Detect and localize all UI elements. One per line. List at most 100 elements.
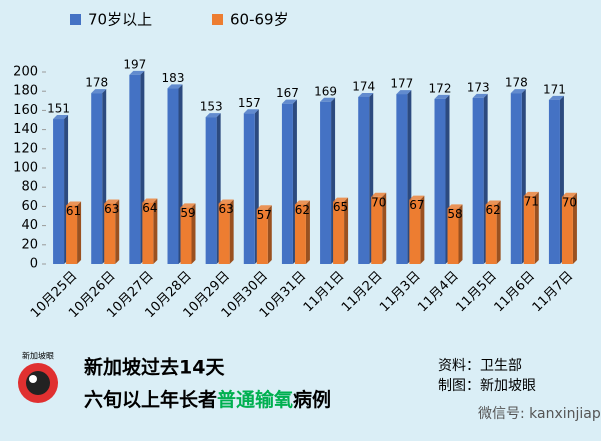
bar bbox=[409, 199, 421, 264]
legend-label: 60-69岁 bbox=[230, 11, 289, 29]
logo-eye bbox=[26, 371, 50, 395]
bar bbox=[472, 97, 484, 264]
bar bbox=[243, 113, 255, 264]
bar-side bbox=[305, 200, 310, 264]
value-label: 64 bbox=[142, 201, 157, 215]
bar-top bbox=[409, 195, 425, 200]
bar-top bbox=[472, 93, 488, 98]
bar-side bbox=[572, 192, 577, 264]
bar-top bbox=[281, 99, 297, 104]
wechat: 微信号: kanxinjiapo bbox=[478, 406, 601, 422]
value-label: 57 bbox=[257, 208, 272, 222]
bar-top bbox=[561, 192, 577, 197]
source: 资料：卫生部 bbox=[438, 358, 522, 374]
footer-title-b: 病例 bbox=[293, 388, 331, 411]
bar bbox=[180, 207, 192, 264]
bar-top bbox=[129, 70, 145, 75]
bar-top bbox=[91, 89, 107, 94]
value-label: 171 bbox=[543, 82, 566, 96]
bar bbox=[104, 203, 116, 264]
bar bbox=[167, 88, 179, 264]
bar-side bbox=[534, 191, 539, 264]
value-label: 59 bbox=[180, 206, 195, 220]
bar-top bbox=[485, 200, 501, 205]
bar-top bbox=[104, 199, 120, 204]
y-tick-label: 0 bbox=[30, 257, 38, 272]
bar bbox=[561, 196, 573, 264]
bar-side bbox=[496, 200, 501, 264]
bar bbox=[358, 96, 370, 265]
bar-side bbox=[382, 192, 387, 264]
bar bbox=[447, 208, 459, 264]
bar-top bbox=[243, 109, 259, 114]
bar bbox=[256, 209, 268, 264]
y-tick-label: 200 bbox=[13, 65, 38, 80]
bar-top bbox=[396, 90, 412, 95]
bar-top bbox=[434, 94, 450, 99]
y-tick-label: 120 bbox=[13, 141, 38, 156]
value-label: 157 bbox=[238, 96, 261, 110]
bar-top bbox=[66, 201, 82, 206]
value-label: 167 bbox=[276, 86, 299, 100]
bar bbox=[396, 94, 408, 264]
value-label: 178 bbox=[85, 76, 108, 90]
bar-top bbox=[371, 192, 387, 197]
footer-title: 六旬以上年长者普通输氧病例 bbox=[84, 388, 331, 411]
bar-top bbox=[142, 198, 158, 203]
bar-top bbox=[218, 199, 234, 204]
bar-side bbox=[153, 198, 158, 264]
value-label: 172 bbox=[429, 81, 452, 95]
bar bbox=[294, 204, 306, 264]
bar-side bbox=[191, 203, 196, 264]
value-label: 63 bbox=[219, 202, 234, 216]
bar bbox=[434, 98, 446, 264]
bar bbox=[53, 119, 65, 264]
bar-side bbox=[458, 204, 463, 264]
value-label: 178 bbox=[505, 76, 528, 90]
y-tick-label: 140 bbox=[13, 122, 38, 137]
bar bbox=[91, 93, 103, 265]
value-label: 177 bbox=[390, 77, 413, 91]
logo-glint bbox=[29, 375, 37, 383]
value-label: 67 bbox=[409, 198, 424, 212]
footer-title-a: 六旬以上年长者 bbox=[84, 388, 217, 411]
value-label: 62 bbox=[486, 203, 501, 217]
y-tick-label: 80 bbox=[21, 180, 38, 195]
y-tick-label: 40 bbox=[21, 218, 38, 233]
value-label: 65 bbox=[333, 200, 348, 214]
bar bbox=[510, 93, 522, 265]
bar bbox=[523, 195, 535, 264]
bar-top bbox=[205, 113, 221, 118]
y-tick-label: 160 bbox=[13, 103, 38, 118]
value-label: 151 bbox=[47, 102, 70, 116]
value-label: 197 bbox=[123, 57, 146, 71]
bar-side bbox=[77, 201, 82, 264]
bar bbox=[129, 74, 141, 264]
credit: 制图：新加坡眼 bbox=[438, 378, 536, 394]
value-label: 183 bbox=[162, 71, 185, 85]
y-tick-label: 60 bbox=[21, 199, 38, 214]
bar bbox=[218, 203, 230, 264]
value-label: 71 bbox=[524, 194, 539, 208]
bar-top bbox=[167, 84, 183, 89]
bar-side bbox=[115, 199, 120, 264]
value-label: 61 bbox=[66, 204, 81, 218]
bar-top bbox=[447, 204, 463, 209]
value-label: 62 bbox=[295, 203, 310, 217]
bar-top bbox=[510, 89, 526, 94]
bar bbox=[142, 202, 154, 264]
bar-top bbox=[548, 95, 564, 100]
value-label: 169 bbox=[314, 84, 337, 98]
bar-side bbox=[229, 199, 234, 264]
footer-highlight: 普通输氧 bbox=[217, 388, 293, 411]
y-tick-label: 20 bbox=[21, 237, 38, 252]
bar-top bbox=[256, 205, 272, 210]
bar-top bbox=[53, 115, 69, 120]
bar bbox=[548, 99, 560, 264]
footer-title: 新加坡过去14天 bbox=[84, 356, 225, 379]
bar bbox=[371, 196, 383, 264]
value-label: 58 bbox=[447, 207, 462, 221]
bar-top bbox=[320, 97, 336, 102]
bar bbox=[320, 101, 332, 264]
y-tick-label: 180 bbox=[13, 84, 38, 99]
